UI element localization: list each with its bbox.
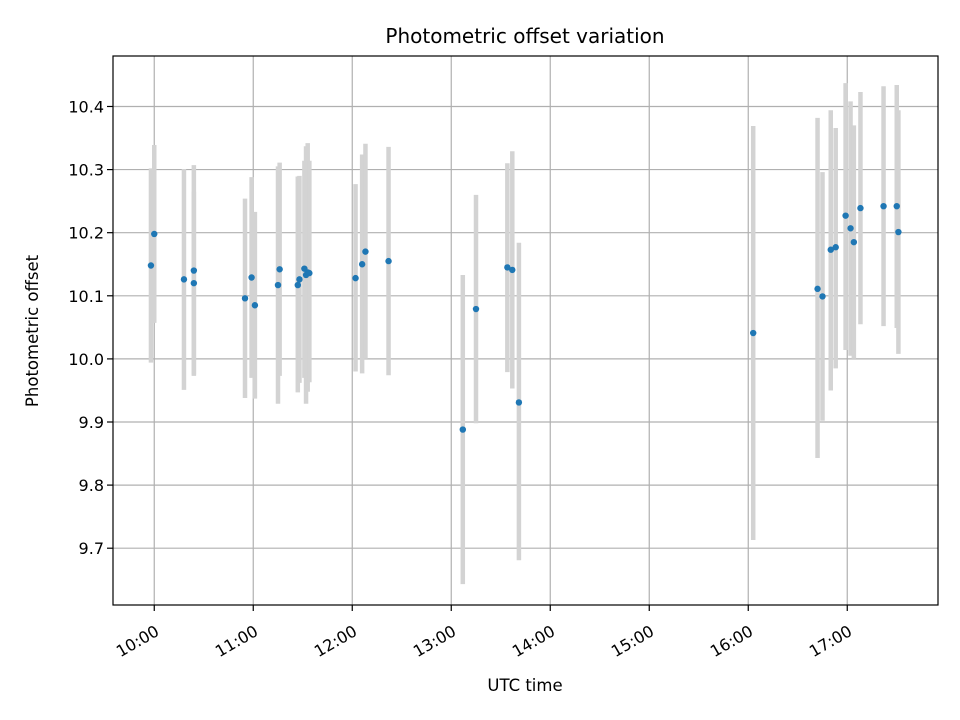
y-axis-label: Photometric offset bbox=[23, 254, 42, 407]
y-tick-label: 10.2 bbox=[68, 224, 104, 243]
data-point bbox=[274, 281, 282, 289]
data-point bbox=[895, 228, 902, 236]
data-point bbox=[850, 238, 858, 246]
data-point bbox=[847, 225, 854, 232]
data-point bbox=[358, 261, 366, 268]
data-point bbox=[515, 399, 523, 406]
data-point bbox=[472, 305, 480, 313]
y-tick-label: 10.3 bbox=[68, 161, 104, 180]
data-point bbox=[362, 248, 369, 255]
y-tick-label: 9.8 bbox=[79, 476, 104, 495]
data-point bbox=[241, 295, 249, 302]
data-point bbox=[306, 269, 313, 277]
data-point bbox=[385, 257, 392, 265]
data-point bbox=[352, 274, 359, 282]
data-point bbox=[459, 426, 466, 433]
y-tick-label: 9.9 bbox=[79, 413, 104, 432]
y-tick-label: 9.7 bbox=[79, 539, 104, 558]
data-point bbox=[180, 276, 188, 283]
data-point bbox=[147, 262, 155, 269]
data-point bbox=[504, 264, 511, 271]
data-point bbox=[750, 329, 757, 337]
plot-frame bbox=[112, 55, 939, 606]
data-point bbox=[827, 246, 834, 253]
y-tick-label: 10.1 bbox=[68, 287, 104, 306]
data-point bbox=[814, 285, 821, 293]
data-point bbox=[857, 204, 864, 212]
data-point bbox=[819, 293, 826, 300]
data-point bbox=[294, 281, 301, 289]
y-axis-ticks: 9.7 9.8 9.9 10.0 10.1 10.2 10.3 10.4 bbox=[68, 97, 113, 558]
data-point bbox=[842, 212, 849, 219]
data-point bbox=[248, 274, 255, 281]
point-layer bbox=[147, 202, 902, 433]
data-point bbox=[880, 202, 887, 210]
data-point bbox=[190, 279, 198, 287]
data-point bbox=[190, 267, 198, 274]
y-tick-label: 10.4 bbox=[68, 97, 104, 116]
y-tick-label: 10.0 bbox=[68, 350, 104, 369]
x-axis-label: UTC time bbox=[487, 676, 562, 695]
data-point bbox=[276, 266, 283, 273]
data-point bbox=[251, 302, 259, 309]
data-point bbox=[296, 276, 303, 283]
data-point bbox=[893, 202, 900, 210]
data-point bbox=[509, 266, 516, 274]
chart-title: Photometric offset variation bbox=[385, 24, 664, 48]
data-point bbox=[832, 244, 839, 251]
data-point bbox=[151, 230, 158, 238]
